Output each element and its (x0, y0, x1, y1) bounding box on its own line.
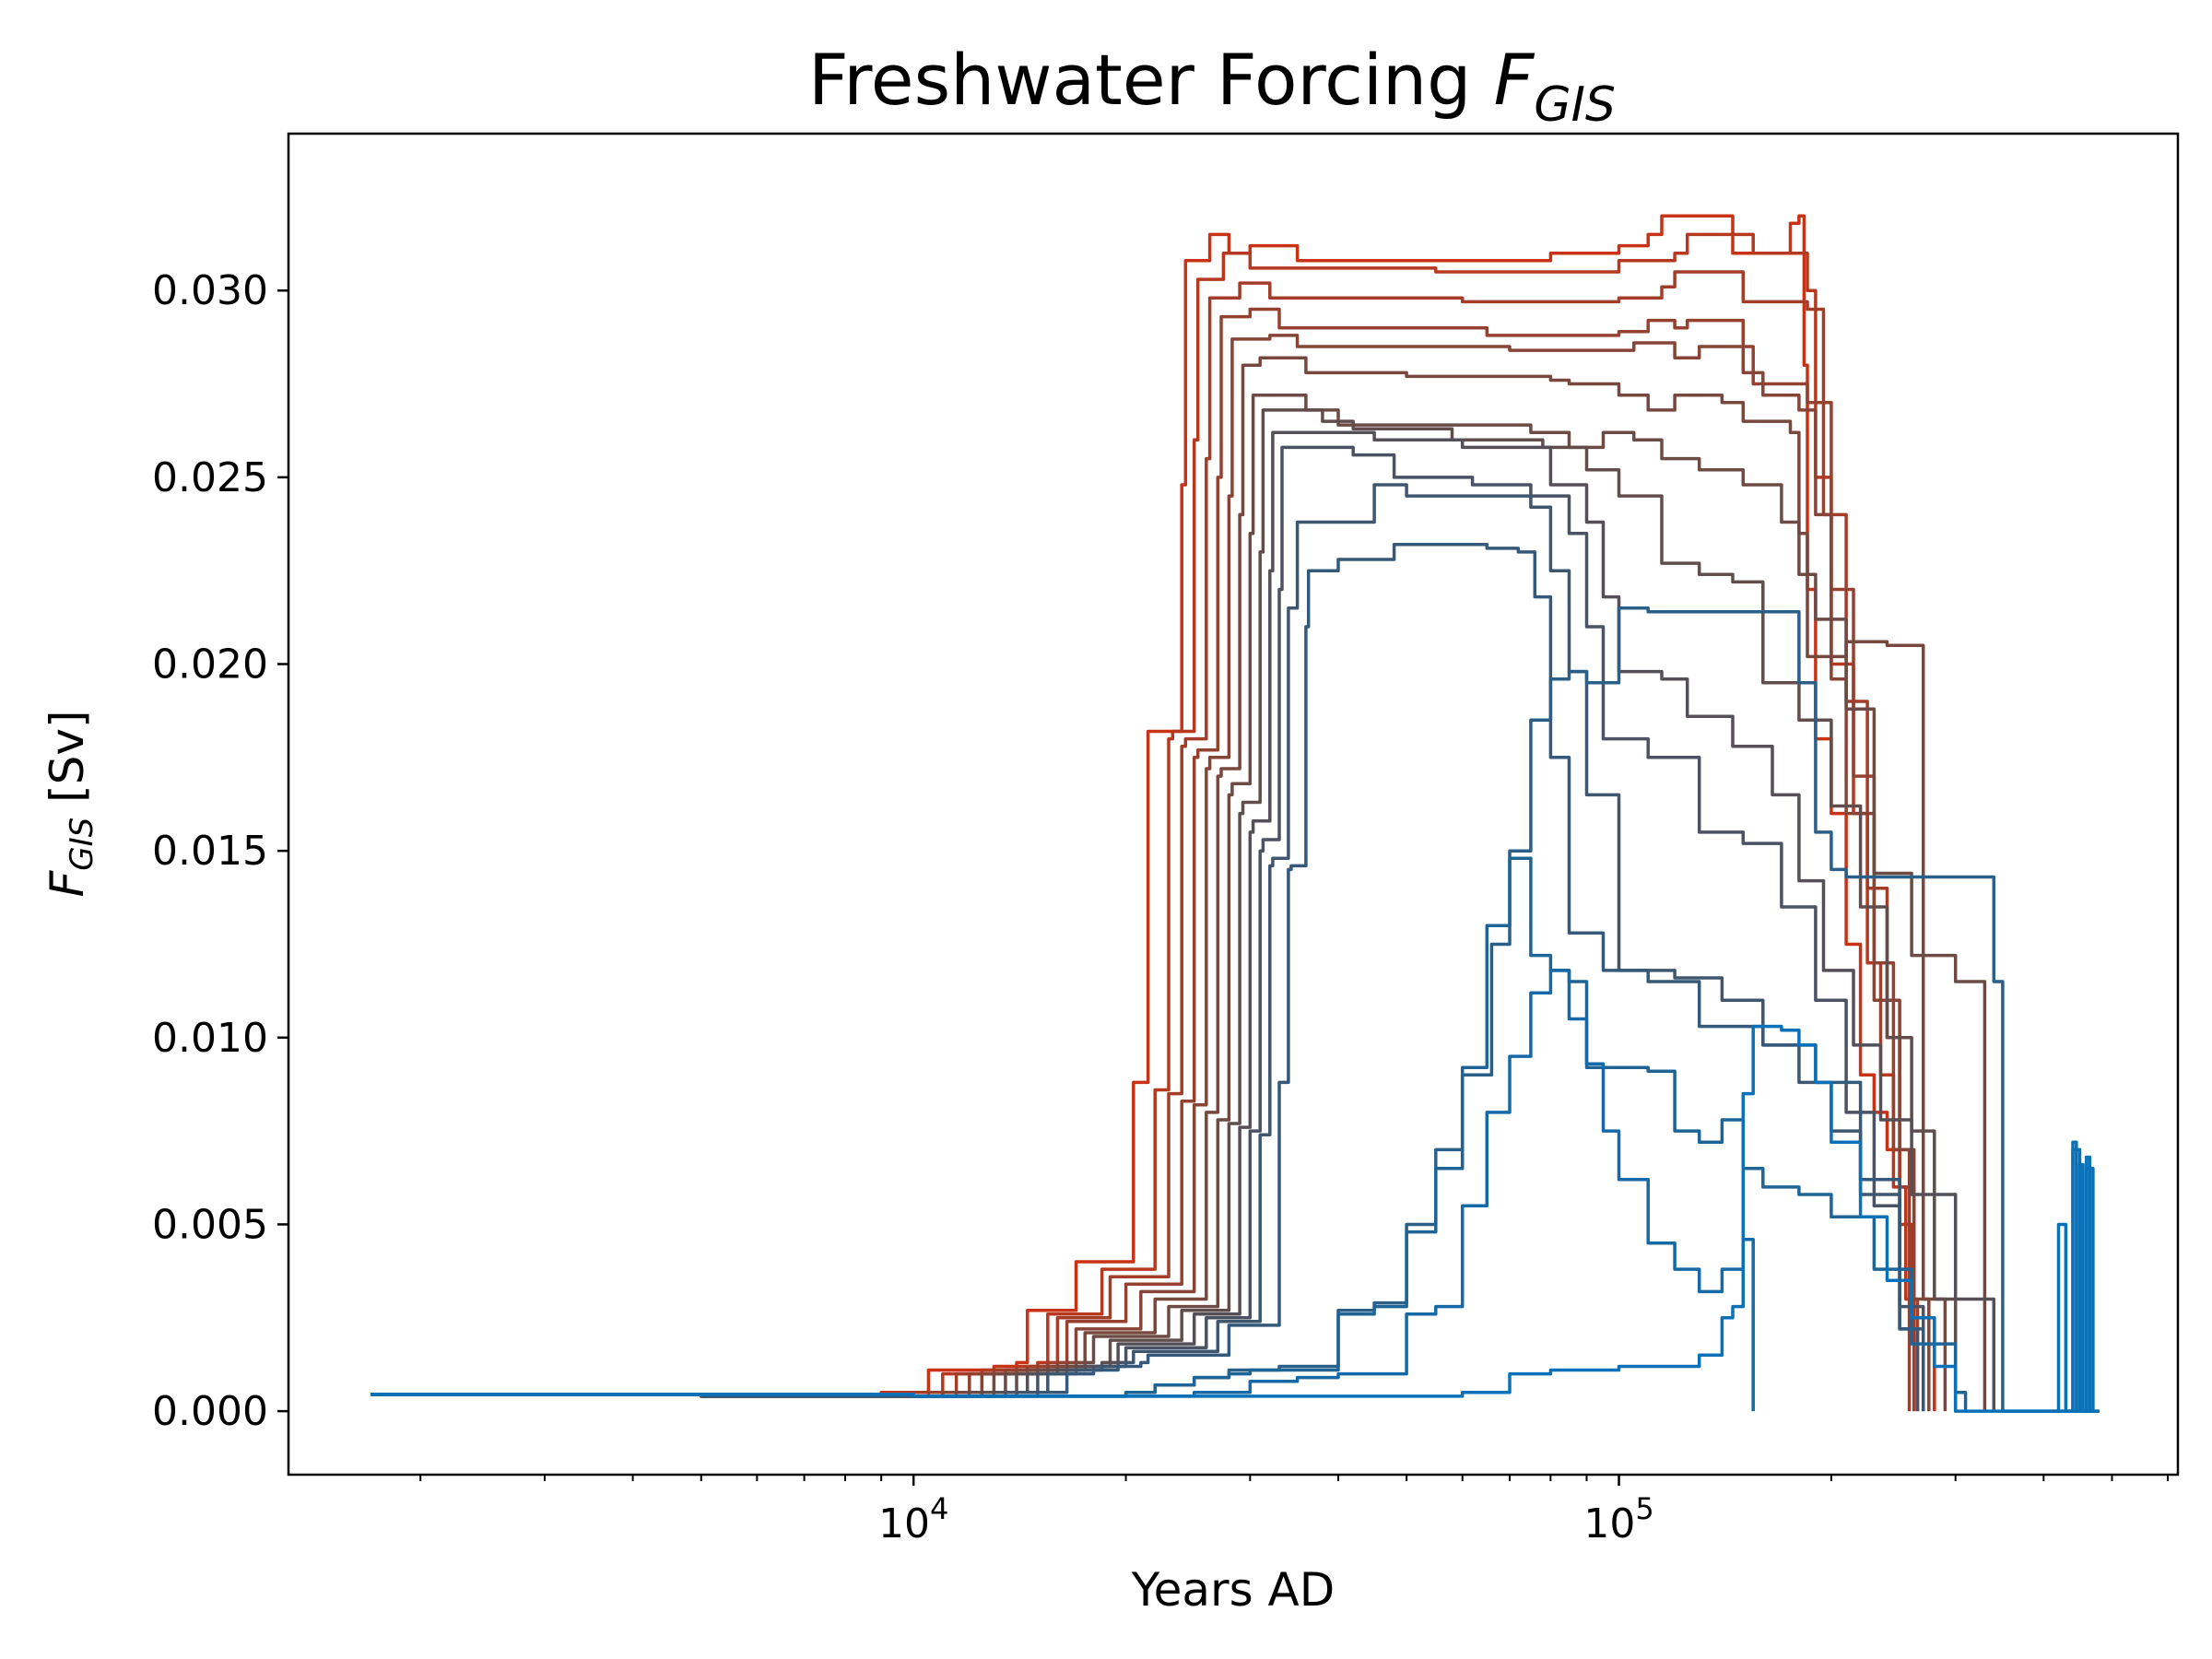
series-line (371, 214, 1936, 1412)
y-tick-label: 0.025 (152, 454, 268, 501)
title-symbol: F (1494, 39, 1535, 121)
series-line (371, 445, 1925, 1412)
series-line (371, 543, 1925, 1412)
ylabel-subscript: GIS (64, 818, 100, 871)
x-axis-label: Years AD (1131, 1563, 1335, 1617)
series-line (2065, 1140, 2093, 1413)
y-tick-label: 0.030 (152, 267, 268, 314)
y-tick-label: 0.015 (152, 828, 268, 875)
ylabel-symbol: F (41, 869, 94, 897)
series-line (371, 307, 1912, 1412)
title-main: Freshwater Forcing (808, 39, 1494, 121)
y-tick-label: 0.005 (152, 1201, 268, 1248)
x-tick-label: 105 (1583, 1491, 1653, 1547)
series-line (371, 408, 1958, 1412)
series-line (371, 483, 1920, 1412)
ylabel-unit: [Sv] (41, 711, 94, 818)
series-line (371, 334, 1931, 1412)
x-axis: 104 105 (419, 1475, 2170, 1547)
series-lines (371, 214, 2100, 1413)
y-tick-label: 0.010 (152, 1015, 268, 1062)
series-line (371, 1024, 2100, 1413)
x-tick-label: 104 (878, 1491, 948, 1547)
title-subscript: GIS (1534, 77, 1616, 133)
y-axis-label: FGIS [Sv] (41, 711, 100, 898)
series-line (371, 606, 2100, 1413)
series-line (371, 232, 1920, 1412)
series-line (371, 856, 1968, 1412)
chart-title: Freshwater Forcing FGIS (808, 39, 1616, 133)
y-tick-label: 0.020 (152, 641, 268, 688)
plot-frame (287, 132, 2180, 1477)
y-tick-label: 0.000 (152, 1388, 268, 1435)
y-axis: 0.000 0.005 0.010 0.015 0.020 0.025 0.030 (152, 267, 288, 1435)
series-line (371, 270, 1916, 1412)
series-line (371, 969, 1755, 1412)
series-line (371, 356, 1947, 1412)
